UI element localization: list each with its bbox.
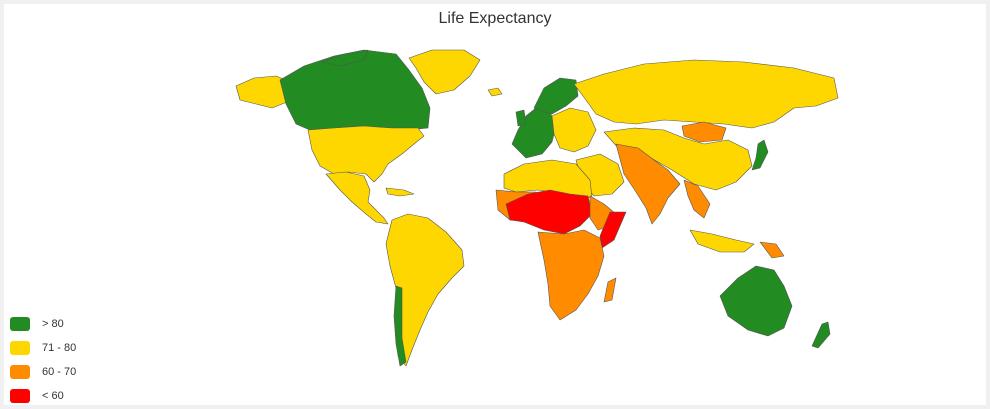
legend-item[interactable]: 71 - 80	[10, 336, 76, 360]
legend-label: < 60	[42, 390, 64, 402]
region-new-zealand[interactable]	[811, 321, 831, 349]
region-southern-africa[interactable]	[537, 229, 605, 321]
region-arctic-islands[interactable]	[321, 49, 369, 67]
legend-swatch	[10, 365, 30, 379]
region-uk[interactable]	[515, 109, 527, 127]
region-russia[interactable]	[573, 59, 839, 129]
region-canada[interactable]	[279, 49, 431, 131]
region-mexico-central-america[interactable]	[325, 171, 389, 225]
region-greenland[interactable]	[408, 49, 481, 95]
map-title: Life Expectancy	[438, 10, 552, 27]
region-chile[interactable]	[393, 285, 407, 367]
region-somalia[interactable]	[599, 211, 627, 249]
region-madagascar[interactable]	[603, 277, 617, 303]
legend-item[interactable]: < 60	[10, 384, 76, 408]
region-japan[interactable]	[751, 139, 769, 171]
legend-label: > 80	[42, 318, 64, 330]
region-mongolia[interactable]	[681, 121, 727, 143]
legend-swatch	[10, 389, 30, 403]
region-southeast-asia[interactable]	[683, 179, 711, 219]
legend-label: 71 - 80	[42, 342, 77, 354]
region-caribbean[interactable]	[385, 187, 415, 197]
map-panel: Life Expectancy	[4, 4, 986, 405]
region-india[interactable]	[615, 143, 681, 225]
region-iceland[interactable]	[487, 87, 503, 97]
region-sahel[interactable]	[505, 189, 593, 235]
region-eastern-europe[interactable]	[551, 107, 597, 153]
legend-label: 60 - 70	[42, 366, 77, 378]
region-usa[interactable]	[307, 125, 425, 183]
world-map[interactable]	[4, 4, 986, 405]
region-australia[interactable]	[719, 265, 793, 337]
legend-swatch	[10, 317, 30, 331]
legend-item[interactable]: 60 - 70	[10, 360, 76, 384]
region-indonesia[interactable]	[689, 229, 755, 253]
legend-item[interactable]: > 80	[10, 312, 76, 336]
region-png[interactable]	[759, 241, 785, 259]
legend-swatch	[10, 341, 30, 355]
region-alaska[interactable]	[235, 75, 288, 109]
legend: > 80 71 - 80 60 - 70 < 60	[10, 312, 76, 408]
